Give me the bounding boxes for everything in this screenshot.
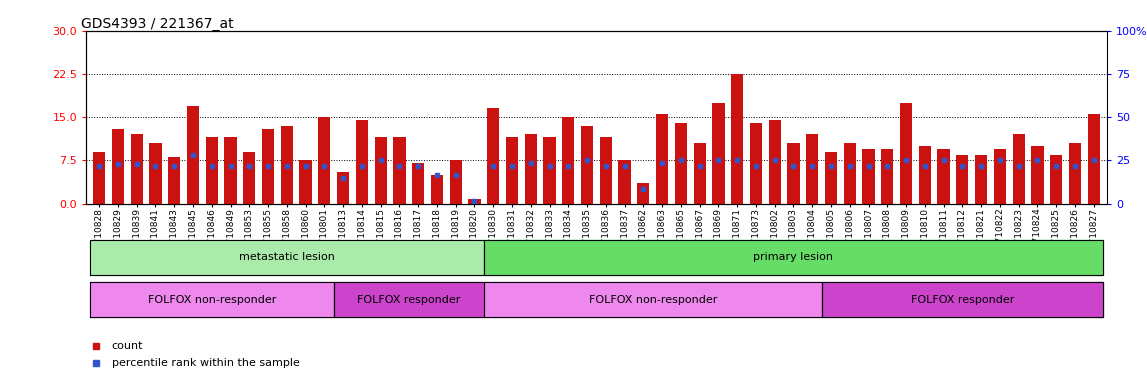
Bar (618, 161, 631, 204)
Bar (468, 199, 481, 204)
Bar (750, 123, 762, 204)
Bar (299, 161, 312, 204)
Bar (731, 74, 743, 204)
Bar (281, 126, 292, 204)
Bar (93, 152, 106, 204)
Bar (412, 163, 424, 204)
Bar (993, 149, 1006, 204)
Bar (131, 134, 142, 204)
Bar (487, 109, 499, 204)
Bar (169, 157, 180, 204)
Bar (919, 146, 931, 204)
Bar (205, 137, 218, 204)
Bar (544, 137, 555, 204)
Bar (334, 282, 484, 317)
Bar (768, 120, 781, 204)
Bar (225, 137, 236, 204)
Bar (863, 149, 875, 204)
Bar (484, 240, 1103, 275)
Bar (431, 175, 443, 204)
Bar (1031, 146, 1044, 204)
Bar (881, 149, 894, 204)
Text: metastatic lesion: metastatic lesion (239, 252, 335, 262)
Bar (89, 240, 484, 275)
Bar (89, 282, 334, 317)
Text: FOLFOX responder: FOLFOX responder (911, 295, 1014, 305)
Bar (1013, 134, 1024, 204)
Text: GDS4393 / 221367_at: GDS4393 / 221367_at (81, 17, 234, 31)
Bar (821, 282, 1103, 317)
Bar (1069, 143, 1082, 204)
Text: FOLFOX non-responder: FOLFOX non-responder (588, 295, 717, 305)
Text: FOLFOX responder: FOLFOX responder (357, 295, 460, 305)
Bar (638, 184, 649, 204)
Text: count: count (111, 341, 143, 351)
Text: FOLFOX non-responder: FOLFOX non-responder (148, 295, 276, 305)
Bar (656, 114, 669, 204)
Bar (393, 137, 406, 204)
Bar (1087, 114, 1100, 204)
Bar (957, 155, 968, 204)
Bar (975, 155, 988, 204)
Bar (937, 149, 950, 204)
Bar (1051, 155, 1062, 204)
Bar (787, 143, 799, 204)
Bar (187, 106, 200, 204)
Bar (674, 123, 687, 204)
Bar (582, 126, 593, 204)
Bar (484, 282, 821, 317)
Bar (524, 134, 537, 204)
Bar (111, 129, 124, 204)
Text: primary lesion: primary lesion (754, 252, 834, 262)
Bar (262, 129, 274, 204)
Bar (712, 103, 725, 204)
Bar (506, 137, 518, 204)
Text: percentile rank within the sample: percentile rank within the sample (111, 358, 299, 368)
Bar (243, 152, 256, 204)
Bar (450, 161, 462, 204)
Bar (694, 143, 705, 204)
Bar (375, 137, 387, 204)
Bar (337, 172, 349, 204)
Bar (825, 152, 837, 204)
Bar (318, 117, 330, 204)
Bar (149, 143, 162, 204)
Bar (900, 103, 912, 204)
Bar (356, 120, 368, 204)
Bar (600, 137, 611, 204)
Bar (562, 117, 575, 204)
Bar (844, 143, 856, 204)
Bar (806, 134, 818, 204)
